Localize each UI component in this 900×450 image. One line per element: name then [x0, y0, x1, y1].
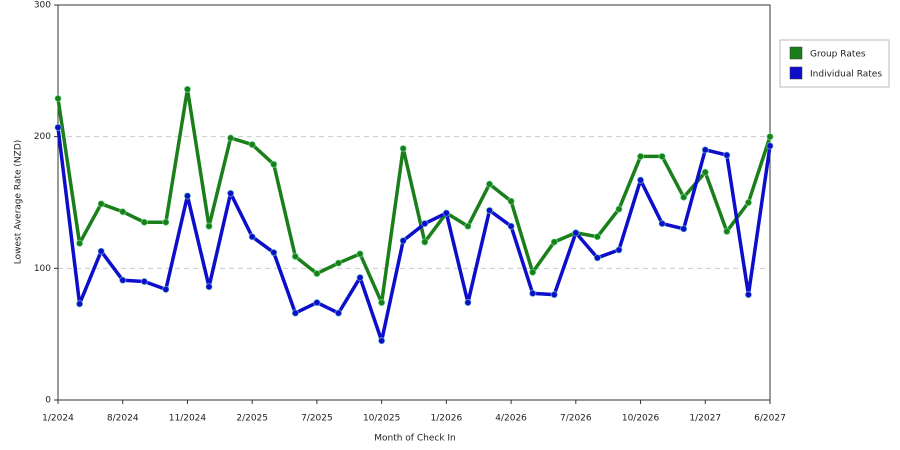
point — [119, 208, 127, 216]
point — [442, 209, 451, 217]
point — [593, 233, 602, 241]
point — [248, 140, 256, 149]
point — [528, 289, 537, 298]
point — [679, 193, 688, 201]
point — [54, 123, 62, 132]
point — [421, 238, 429, 246]
y-tick-label: 200 — [34, 132, 51, 142]
x-axis-label: Month of Check In — [374, 434, 456, 444]
point — [97, 247, 105, 255]
legend-swatch — [789, 66, 803, 80]
point — [636, 152, 645, 161]
x-tick-label: 8/2024 — [107, 414, 139, 424]
point — [97, 200, 105, 208]
point — [766, 132, 774, 141]
point — [183, 85, 192, 93]
point — [464, 298, 472, 307]
x-tick-label: 10/2025 — [363, 414, 400, 424]
point — [744, 290, 753, 299]
point — [205, 283, 213, 291]
point — [226, 189, 235, 197]
point — [485, 206, 494, 215]
point — [701, 168, 709, 176]
point — [140, 277, 149, 286]
point — [54, 94, 62, 103]
series-line — [56, 127, 772, 343]
point — [270, 160, 278, 169]
point — [356, 273, 364, 282]
point — [356, 250, 364, 258]
point — [291, 309, 300, 317]
x-tick-label: 6/2027 — [754, 414, 786, 424]
point — [507, 197, 515, 205]
point — [615, 205, 623, 213]
point — [744, 198, 753, 207]
point — [679, 225, 688, 233]
point — [291, 252, 300, 261]
point — [248, 233, 256, 241]
point — [270, 248, 278, 257]
legend-label: Individual Rates — [810, 70, 882, 80]
point — [75, 300, 84, 308]
plot-frame — [57, 4, 771, 401]
point — [75, 239, 84, 248]
point — [464, 222, 472, 230]
x-tick-label: 10/2026 — [622, 414, 660, 424]
x-tick-label: 1/2024 — [42, 414, 74, 424]
point — [162, 218, 170, 226]
x-tick-label: 7/2026 — [560, 414, 592, 424]
x-tick-label: 2/2025 — [236, 414, 268, 424]
point — [205, 222, 213, 230]
y-tick-label: 300 — [34, 1, 51, 11]
legend-label: Group Rates — [810, 50, 866, 60]
point — [140, 218, 149, 226]
point — [658, 219, 666, 228]
y-tick-label: 0 — [45, 396, 51, 406]
point — [399, 236, 407, 245]
x-tick-label: 1/2026 — [431, 414, 463, 424]
y-tick-label: 100 — [34, 264, 51, 274]
point — [593, 254, 602, 262]
point — [550, 238, 558, 246]
point — [313, 269, 321, 278]
point — [766, 142, 774, 150]
y-axis-label: Lowest Average Rate (NZD) — [14, 140, 24, 265]
x-tick-label: 7/2025 — [301, 414, 333, 424]
point — [421, 219, 429, 228]
series-line — [56, 87, 772, 305]
point — [636, 176, 645, 184]
point — [313, 298, 321, 307]
point — [615, 246, 623, 254]
point — [701, 146, 709, 154]
point — [723, 151, 731, 159]
point — [377, 337, 386, 345]
point — [507, 222, 515, 230]
point — [550, 290, 558, 299]
point — [399, 144, 407, 153]
point — [485, 180, 494, 188]
point — [226, 134, 235, 142]
point — [119, 276, 127, 284]
point — [162, 285, 170, 294]
x-tick-label: 4/2026 — [495, 414, 527, 424]
point — [377, 298, 386, 307]
x-tick-label: 1/2027 — [689, 414, 721, 424]
legend-swatch — [789, 46, 803, 60]
point — [723, 227, 731, 236]
point — [183, 192, 192, 200]
x-tick-label: 11/2024 — [169, 414, 207, 424]
point — [528, 268, 537, 276]
point — [572, 229, 580, 237]
point — [658, 152, 666, 161]
point — [334, 259, 343, 267]
point — [334, 309, 343, 317]
